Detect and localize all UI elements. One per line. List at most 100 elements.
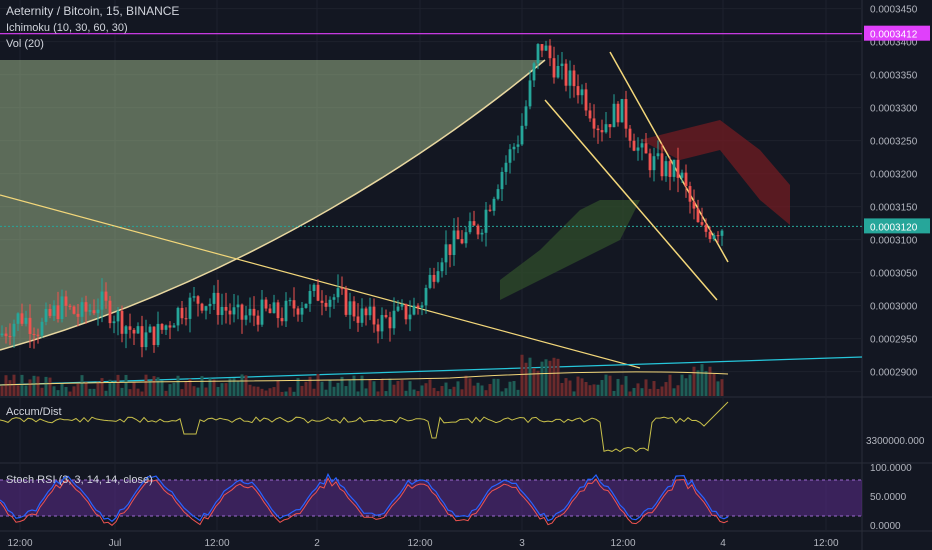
- candle-body: [536, 44, 540, 64]
- candle-body: [292, 300, 296, 309]
- volume-bar: [504, 388, 508, 396]
- ichimoku-label[interactable]: Ichimoku (10, 30, 60, 30): [6, 22, 128, 34]
- candle-body: [692, 201, 696, 209]
- candle-body: [488, 209, 492, 211]
- volume-bar: [52, 386, 56, 396]
- candle-body: [92, 310, 96, 314]
- volume-bar: [344, 386, 348, 396]
- candle-body: [340, 288, 344, 290]
- volume-bar: [520, 354, 524, 396]
- candle-body: [48, 308, 52, 316]
- volume-bar: [456, 381, 460, 396]
- candle-body: [208, 303, 212, 307]
- stoch-rsi-label[interactable]: Stoch RSI (3, 3, 14, 14, close): [6, 474, 153, 486]
- volume-bar: [208, 378, 212, 396]
- volume-bar: [120, 387, 124, 396]
- candle-body: [360, 308, 364, 323]
- volume-bar: [584, 381, 588, 396]
- volume-bar: [8, 380, 12, 396]
- volume-bar: [684, 378, 688, 396]
- volume-bar: [424, 383, 428, 396]
- volume-bar: [196, 387, 200, 396]
- volume-bar: [624, 376, 628, 396]
- candle-body: [132, 329, 136, 334]
- wedge-lower: [544, 99, 718, 301]
- accum-dist-label[interactable]: Accum/Dist: [6, 406, 62, 418]
- x-tick-label: 12:00: [407, 538, 432, 549]
- volume-bar: [20, 374, 24, 396]
- candle-body: [704, 224, 708, 232]
- candle-body: [172, 325, 176, 328]
- candle-body: [140, 326, 144, 348]
- volume-bar: [632, 387, 636, 396]
- candle-body: [300, 307, 304, 315]
- candle-body: [392, 310, 396, 329]
- volume-bar: [68, 391, 72, 396]
- volume-bar: [560, 383, 564, 396]
- volume-bar: [524, 362, 528, 396]
- volume-bar: [384, 391, 388, 396]
- volume-bar: [308, 376, 312, 396]
- candle-body: [552, 58, 556, 78]
- volume-bar: [440, 386, 444, 396]
- candle-body: [168, 325, 172, 328]
- volume-bar: [248, 384, 252, 396]
- volume-bar: [588, 385, 592, 396]
- candle-body: [476, 225, 480, 235]
- candle-body: [312, 284, 316, 291]
- candle-body: [664, 161, 668, 177]
- volume-bar: [312, 388, 316, 396]
- candle-body: [212, 292, 216, 304]
- volume-label[interactable]: Vol (20): [6, 38, 44, 50]
- candle-body: [316, 284, 320, 301]
- volume-bar: [244, 375, 248, 396]
- volume-bar: [460, 389, 464, 396]
- volume-bar: [492, 378, 496, 396]
- volume-bar: [116, 374, 120, 396]
- price-tag: [864, 25, 930, 41]
- candle-body: [80, 302, 84, 317]
- x-tick-label: 12:00: [610, 538, 635, 549]
- volume-bar: [320, 381, 324, 396]
- candle-body: [0, 333, 4, 336]
- volume-bar: [620, 384, 624, 396]
- volume-bar: [172, 382, 176, 396]
- candle-body: [652, 156, 656, 171]
- candle-body: [680, 172, 684, 178]
- volume-bar: [472, 385, 476, 396]
- volume-bar: [604, 374, 608, 396]
- volume-bar: [128, 389, 132, 396]
- volume-bar: [140, 391, 144, 396]
- volume-bar: [56, 390, 60, 396]
- candle-body: [528, 80, 532, 107]
- volume-bar: [124, 374, 128, 396]
- candle-body: [100, 291, 104, 310]
- candle-body: [580, 89, 584, 96]
- candle-body: [504, 162, 508, 172]
- candle-body: [464, 232, 468, 244]
- volume-bar: [60, 382, 64, 396]
- candle-body: [36, 334, 40, 336]
- candle-body: [564, 63, 568, 86]
- candle-body: [620, 99, 624, 123]
- y-tick-label: 0.0003400: [870, 38, 918, 49]
- candle-body: [44, 308, 48, 322]
- volume-bar: [592, 384, 596, 396]
- volume-bar: [16, 385, 20, 396]
- candle-body: [276, 302, 280, 319]
- trendline-support: [0, 356, 863, 386]
- volume-bar: [508, 381, 512, 396]
- candle-body: [216, 292, 220, 315]
- volume-bar: [156, 377, 160, 396]
- candle-body: [588, 110, 592, 119]
- stoch-tick-label: 100.0000: [870, 463, 912, 474]
- volume-bar: [568, 380, 572, 396]
- volume-bar: [276, 380, 280, 396]
- candle-body: [628, 128, 632, 141]
- volume-bar: [432, 387, 436, 396]
- candle-body: [192, 296, 196, 298]
- volume-bar: [264, 390, 268, 396]
- candle-body: [656, 153, 660, 157]
- candle-body: [32, 333, 36, 335]
